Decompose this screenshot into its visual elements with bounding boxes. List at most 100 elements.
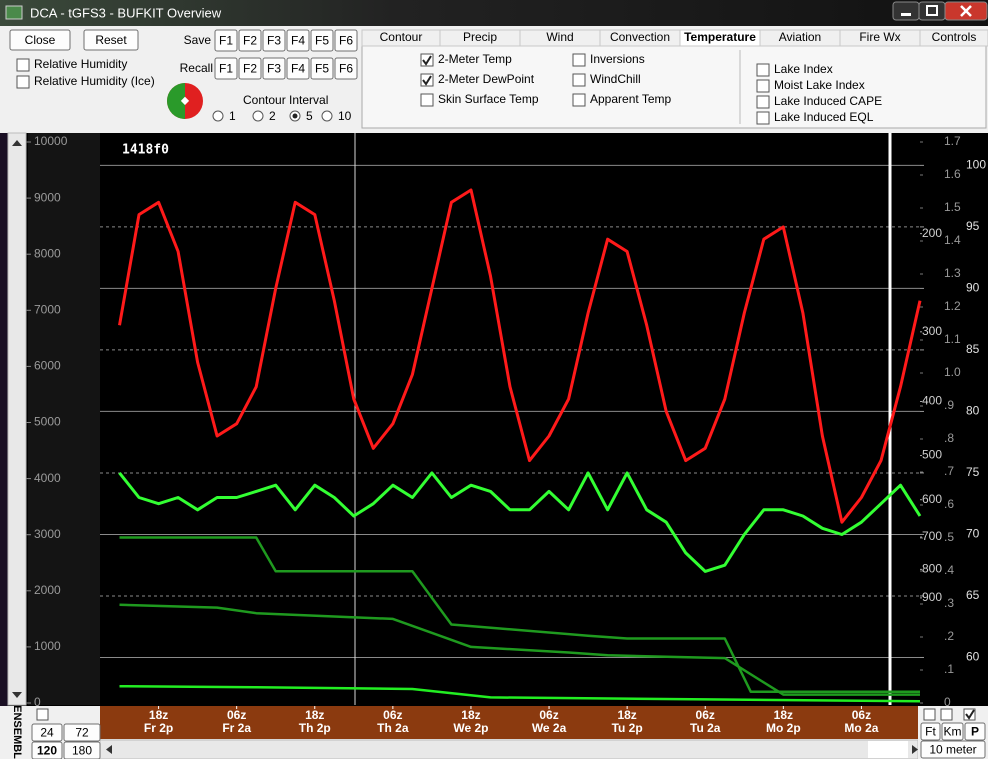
scroll-right[interactable]	[912, 745, 918, 754]
save-key[interactable]	[238, 29, 262, 52]
recall-key[interactable]	[286, 57, 310, 80]
contour-option: 2	[269, 109, 276, 123]
option-checkbox[interactable]	[756, 95, 770, 109]
logo-half	[167, 83, 185, 119]
y2-tick-label: 80	[966, 404, 980, 418]
unit-button[interactable]	[920, 722, 941, 741]
hours-button-label: 72	[75, 726, 89, 740]
x-tick-sublabel: Fr 2p	[144, 721, 173, 735]
tab[interactable]	[919, 29, 988, 47]
contour-radio[interactable]	[321, 110, 333, 122]
x-tick-sublabel: Tu 2p	[612, 721, 643, 735]
option-checkbox[interactable]	[756, 111, 770, 125]
hours-button[interactable]	[63, 741, 101, 759]
ensemble-checkbox[interactable]	[36, 708, 49, 721]
scroll-up[interactable]	[12, 140, 22, 146]
option-checkbox-label: 2-Meter DewPoint	[438, 72, 535, 86]
option-checkbox[interactable]	[572, 93, 586, 107]
recall-key-label: F6	[339, 62, 353, 76]
unit-checkbox[interactable]	[923, 708, 936, 721]
y3-tick-label: .6	[944, 497, 954, 511]
tab-label: Fire Wx	[859, 30, 900, 44]
y-tick-label: 10000	[34, 134, 68, 148]
close-button[interactable]	[9, 29, 71, 51]
recall-key[interactable]	[334, 57, 358, 80]
hours-button[interactable]	[31, 723, 63, 742]
series-line	[119, 603, 920, 696]
y-tick-label: 0	[34, 695, 41, 709]
y2-tick-label: 90	[966, 281, 980, 295]
x-tick-label: 06z	[539, 708, 558, 722]
option-checkbox-check	[422, 75, 432, 86]
pressure-tick-label: 400	[922, 394, 942, 408]
option-checkbox[interactable]	[420, 93, 434, 107]
y2-tick-label: 95	[966, 219, 980, 233]
unit-button[interactable]	[941, 722, 964, 741]
recall-key[interactable]	[238, 57, 262, 80]
unit-check	[965, 709, 975, 720]
option-checkbox-label: Lake Induced EQL	[774, 110, 874, 124]
save-key-label: F6	[339, 34, 353, 48]
option-checkbox-check	[422, 55, 432, 66]
contour-radio-dot	[292, 113, 298, 119]
contour-radio[interactable]	[252, 110, 264, 122]
option-checkbox[interactable]	[572, 73, 586, 87]
y-tick-label: 6000	[34, 359, 61, 373]
pressure-tick-label: 500	[922, 448, 942, 462]
scroll-left[interactable]	[106, 745, 112, 754]
level-button[interactable]	[920, 740, 986, 759]
y3-tick-label: .5	[944, 530, 954, 544]
toolbar-checkbox[interactable]	[16, 58, 30, 72]
hours-button[interactable]	[63, 723, 101, 742]
station-annotation: 1418f0	[122, 143, 169, 158]
pressure-tick-label: 900	[922, 590, 942, 604]
reset-button[interactable]	[83, 29, 139, 51]
scroll-down[interactable]	[12, 692, 22, 698]
hours-button-label: 180	[72, 744, 92, 758]
save-key[interactable]	[262, 29, 286, 52]
y-tick-label: 7000	[34, 302, 61, 316]
y2-tick-label: 100	[966, 158, 986, 172]
close-button-label: Close	[25, 33, 56, 47]
save-key[interactable]	[334, 29, 358, 52]
y3-tick-label: .2	[944, 629, 954, 643]
scrollbar[interactable]	[7, 132, 27, 706]
option-checkbox[interactable]	[756, 79, 770, 93]
series-line	[119, 684, 921, 703]
minimize-button[interactable]	[892, 1, 920, 21]
recall-key[interactable]	[214, 57, 238, 80]
unit-button-label: P	[971, 725, 979, 739]
recall-key[interactable]	[310, 57, 334, 80]
option-checkbox[interactable]	[756, 63, 770, 77]
x-tick-sublabel: We 2a	[532, 721, 567, 735]
unit-checkbox[interactable]	[963, 708, 976, 721]
horizontal-scrollbar[interactable]	[99, 739, 919, 759]
y3-tick-label: 1.3	[944, 266, 961, 280]
unit-checkbox[interactable]	[940, 708, 953, 721]
tab-label: Contour	[380, 30, 423, 44]
maximize-button[interactable]	[918, 1, 946, 21]
y2-tick-label: 70	[966, 527, 980, 541]
recall-key[interactable]	[262, 57, 286, 80]
hours-button[interactable]	[31, 741, 63, 759]
app-icon	[5, 5, 23, 20]
option-checkbox[interactable]	[572, 53, 586, 67]
unit-button[interactable]	[964, 722, 986, 741]
y3-tick-label: 1.1	[944, 332, 961, 346]
contour-option: 1	[229, 109, 236, 123]
save-key[interactable]	[310, 29, 334, 52]
scroll-thumb[interactable]	[868, 741, 908, 758]
x-tick-label: 06z	[227, 708, 246, 722]
y-tick-label: 1000	[34, 639, 61, 653]
x-tick-sublabel: Th 2p	[299, 721, 331, 735]
contour-radio[interactable]	[212, 110, 224, 122]
save-key[interactable]	[214, 29, 238, 52]
recall-key-label: F3	[267, 62, 281, 76]
save-key[interactable]	[286, 29, 310, 52]
y3-tick-label: .7	[944, 464, 954, 478]
x-tick-label: 18z	[461, 708, 480, 722]
y3-tick-label: 0	[944, 695, 951, 709]
toolbar-checkbox[interactable]	[16, 75, 30, 89]
recall-key-label: F2	[243, 62, 257, 76]
minimize-icon	[901, 13, 911, 16]
